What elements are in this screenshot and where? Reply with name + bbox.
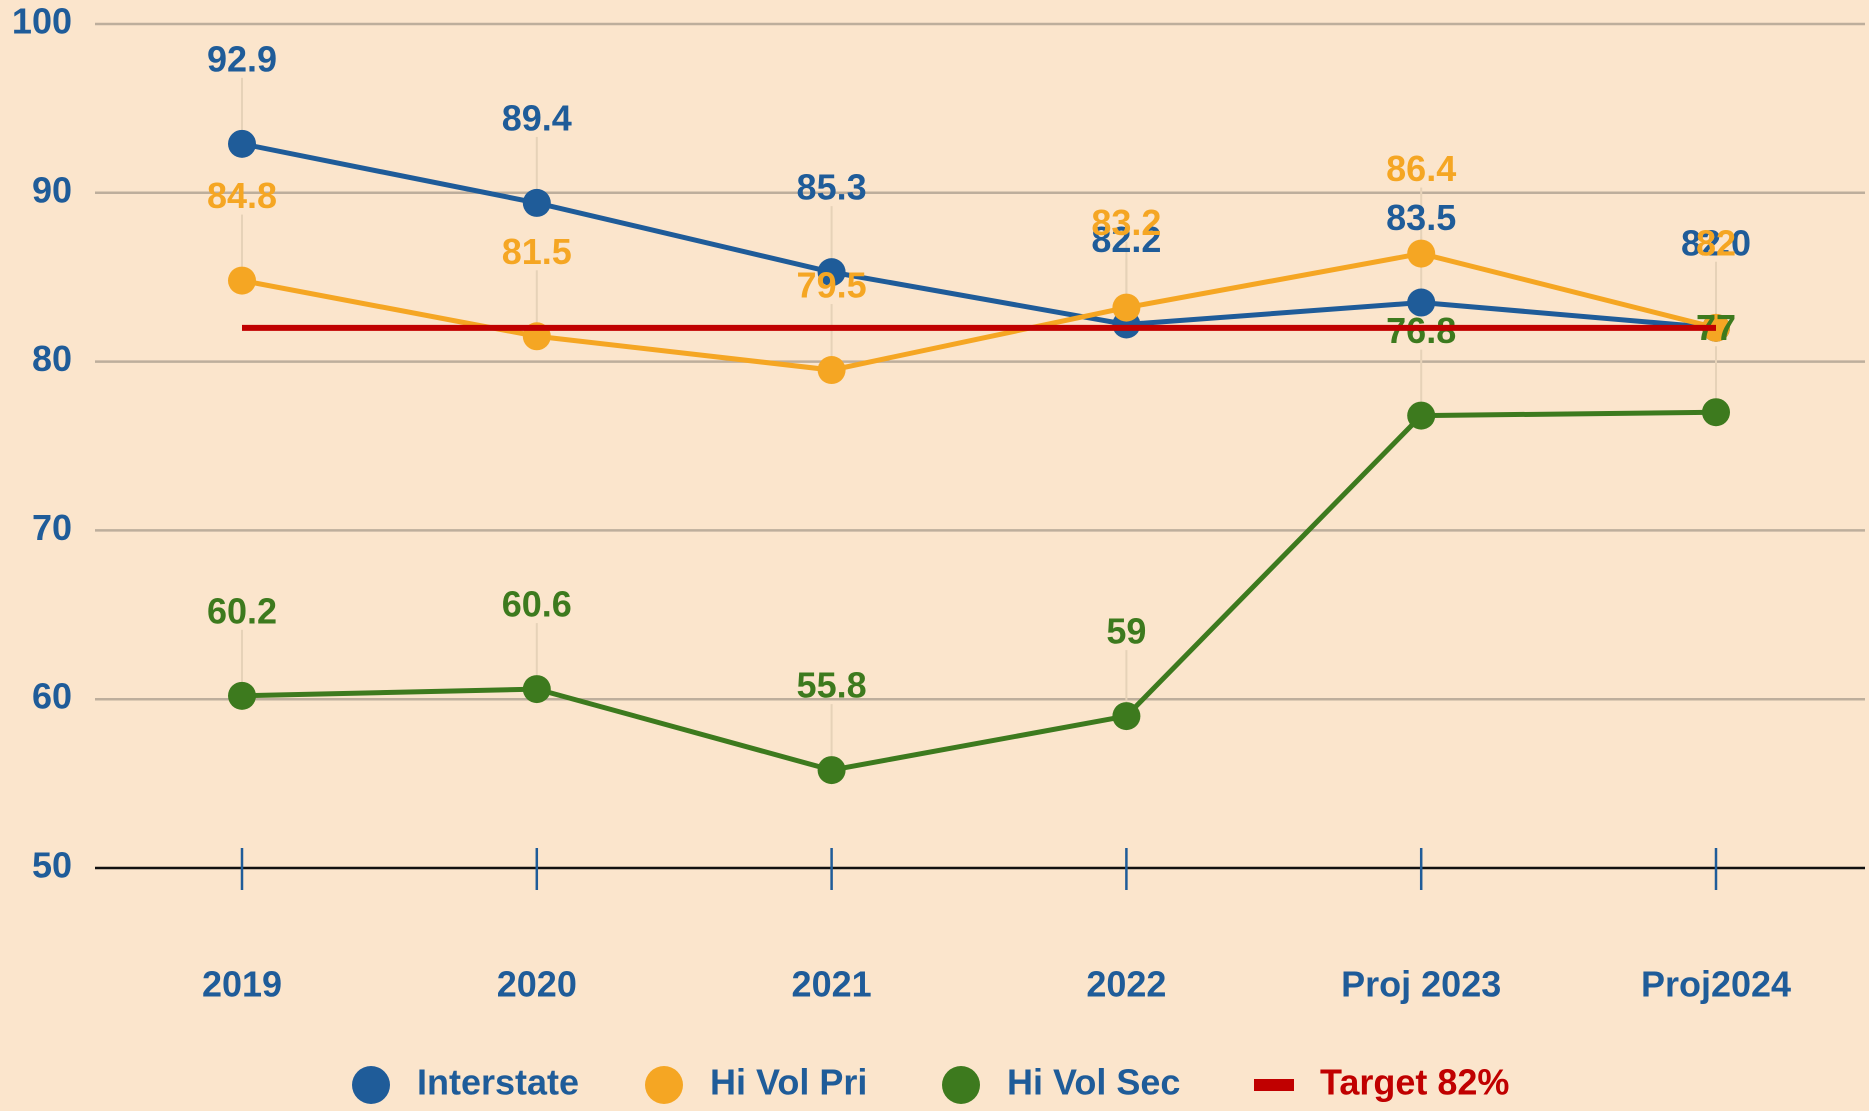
x-tick-label: Proj 2023 — [1341, 964, 1501, 1005]
legend-swatch — [352, 1066, 390, 1104]
point — [228, 266, 256, 295]
data-label: 83.5 — [1386, 197, 1456, 238]
y-tick-label: 60 — [32, 676, 72, 717]
point — [817, 756, 846, 785]
data-label: 81.5 — [502, 231, 572, 272]
data-label: 89.4 — [502, 97, 572, 138]
data-label: 60.2 — [207, 590, 277, 631]
data-label: 86.4 — [1386, 148, 1456, 189]
point — [228, 129, 256, 158]
data-label: 84.8 — [207, 175, 277, 216]
legend-label: Interstate — [417, 1062, 579, 1103]
point — [522, 675, 551, 704]
point — [1112, 293, 1141, 322]
x-tick-label: Proj2024 — [1641, 964, 1791, 1005]
point — [522, 188, 551, 217]
series-line — [241, 141, 1717, 331]
x-tick-label: 2022 — [1086, 964, 1166, 1005]
y-tick-label: 50 — [32, 845, 72, 886]
point — [817, 356, 846, 385]
data-label: 79.5 — [797, 265, 867, 306]
point — [817, 258, 846, 287]
point — [1702, 398, 1730, 427]
data-label: 59 — [1106, 611, 1146, 652]
data-label: 82 — [1696, 222, 1736, 263]
data-label: 92.9 — [207, 38, 277, 79]
x-tick-label: 2021 — [792, 964, 872, 1005]
y-tick-label: 100 — [12, 1, 72, 42]
y-tick-label: 90 — [32, 169, 72, 210]
y-tick-label: 70 — [32, 507, 72, 548]
data-label: 55.8 — [797, 665, 867, 706]
y-tick-label: 80 — [32, 338, 72, 379]
point — [1407, 239, 1436, 268]
point — [228, 681, 256, 710]
x-tick-label: 2019 — [202, 964, 282, 1005]
legend-swatch — [942, 1066, 980, 1104]
data-label: 83.2 — [1091, 202, 1161, 243]
data-label: 60.6 — [502, 584, 572, 625]
series-line — [241, 409, 1717, 773]
data-label: 85.3 — [797, 167, 867, 208]
data-label: 82.0 — [1681, 222, 1751, 263]
point — [1112, 702, 1141, 731]
x-tick-label: 2020 — [497, 964, 577, 1005]
legend-label: Target 82% — [1320, 1062, 1509, 1103]
data-label: 82.2 — [1091, 219, 1161, 260]
legend-swatch — [1254, 1079, 1294, 1091]
point — [1407, 288, 1436, 317]
legend-label: Hi Vol Sec — [1007, 1062, 1180, 1103]
legend-swatch — [645, 1066, 683, 1104]
legend-label: Hi Vol Pri — [710, 1062, 867, 1103]
point — [1407, 401, 1436, 430]
